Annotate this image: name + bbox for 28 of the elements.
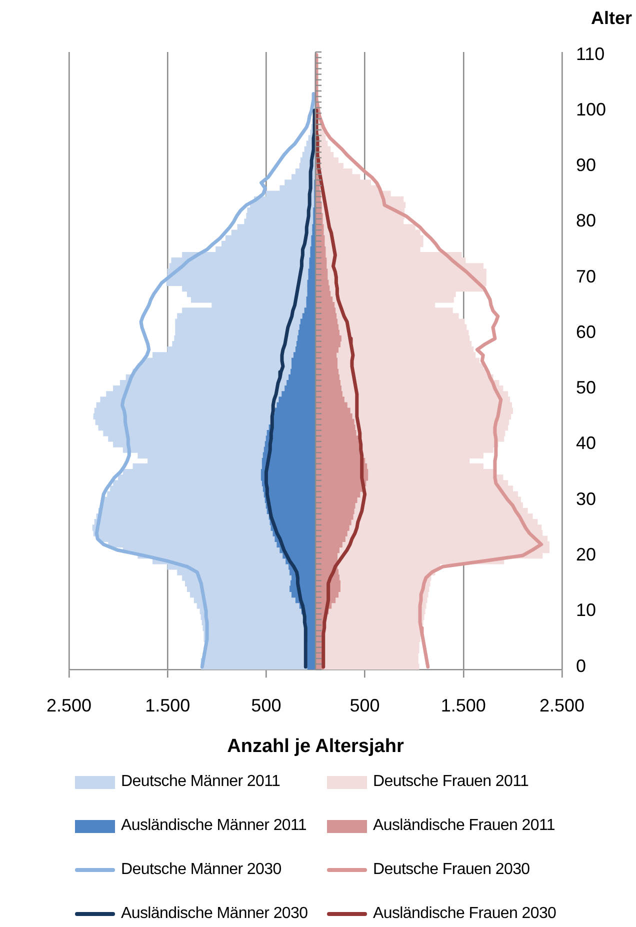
y-tick-label: 80 xyxy=(576,210,596,231)
y-tick-label: 50 xyxy=(576,378,596,398)
legend-label: Deutsche Männer 2030 xyxy=(121,861,282,879)
y-tick-label: 70 xyxy=(576,266,596,286)
legend-label: Deutsche Frauen 2030 xyxy=(373,861,530,879)
x-tick-label: 1.500 xyxy=(145,695,190,716)
x-tick-label: 2.500 xyxy=(539,695,585,716)
y-tick-label: 60 xyxy=(576,322,596,342)
legend-label: Deutsche Männer 2011 xyxy=(121,773,280,791)
legend-label: Ausländische Männer 2030 xyxy=(121,905,308,923)
x-tick-label: 1.500 xyxy=(440,695,486,716)
legend-label: Deutsche Frauen 2011 xyxy=(373,773,529,791)
y-tick-label: 100 xyxy=(576,99,606,120)
y-tick-label: 90 xyxy=(576,155,596,176)
y-tick-label: 0 xyxy=(576,656,586,676)
legend-label: Ausländische Frauen 2011 xyxy=(373,817,555,835)
x-tick-label: 2.500 xyxy=(46,695,92,716)
x-tick-label: 500 xyxy=(350,695,380,716)
legend-label: Ausländische Frauen 2030 xyxy=(373,905,556,923)
legend-label: Ausländische Männer 2011 xyxy=(121,817,307,835)
x-tick-label: 500 xyxy=(251,695,282,716)
y-tick-label: 10 xyxy=(576,600,596,620)
y-tick-label: 40 xyxy=(576,433,596,454)
x-axis-title: Anzahl je Altersjahr xyxy=(227,736,404,757)
y-axis-title: Alter xyxy=(590,8,632,29)
y-tick-label: 30 xyxy=(576,488,596,509)
y-tick-label: 110 xyxy=(576,44,605,64)
y-tick-label: 20 xyxy=(576,544,596,565)
